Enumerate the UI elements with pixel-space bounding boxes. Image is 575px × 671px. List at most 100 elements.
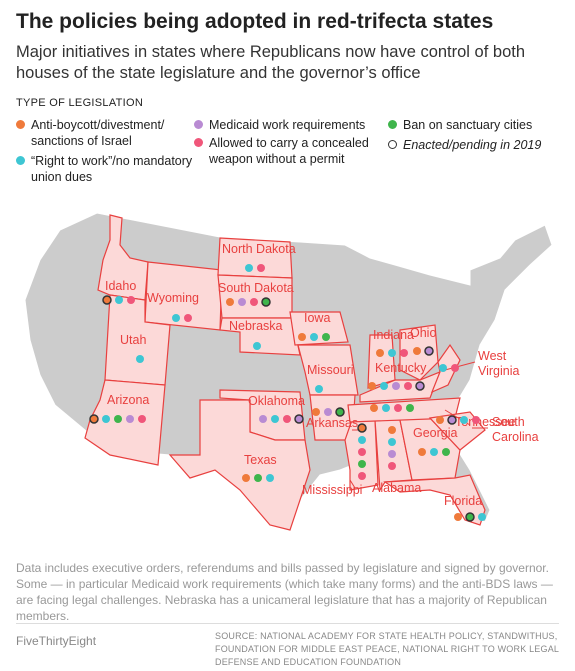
policy-dot bbox=[436, 416, 444, 424]
policy-dot bbox=[253, 342, 261, 350]
state-shape bbox=[367, 334, 396, 389]
policy-dot bbox=[415, 381, 425, 391]
policy-dot bbox=[283, 415, 291, 423]
policy-dot bbox=[172, 314, 180, 322]
legend-label: Enacted/pending in 2019 bbox=[403, 138, 542, 152]
state-label: South Carolina bbox=[492, 415, 539, 444]
legend-swatch bbox=[16, 120, 25, 129]
state-label: Ohio bbox=[410, 326, 436, 340]
policy-dot bbox=[394, 404, 402, 412]
legend-swatch bbox=[194, 138, 203, 147]
policy-dot bbox=[406, 404, 414, 412]
title: The policies being adopted in red-trifec… bbox=[16, 10, 494, 33]
policy-dot bbox=[388, 462, 396, 470]
divider bbox=[16, 623, 559, 624]
policy-dot bbox=[271, 415, 279, 423]
state-label: West Virginia bbox=[478, 349, 520, 378]
policy-dot bbox=[312, 408, 320, 416]
legend-item: Allowed to carry a concealed weapon with… bbox=[194, 135, 379, 167]
legend-label: Ban on sanctuary cities bbox=[403, 118, 533, 132]
policy-dot bbox=[388, 450, 396, 458]
state-shape bbox=[168, 399, 311, 531]
policy-dot bbox=[472, 416, 480, 424]
state-label: Indiana bbox=[373, 328, 414, 342]
policy-dot bbox=[447, 415, 457, 425]
legend-swatch bbox=[388, 140, 397, 149]
policy-dot bbox=[226, 298, 234, 306]
policy-dot bbox=[357, 423, 367, 433]
state-label: Nebraska bbox=[229, 319, 283, 333]
legend-item: Anti-boycott/divestment/ sanctions of Is… bbox=[16, 117, 201, 149]
policy-dot bbox=[294, 414, 304, 424]
state-label: Texas bbox=[244, 453, 277, 467]
policy-dot bbox=[376, 349, 384, 357]
policy-dot bbox=[102, 415, 110, 423]
state-label: Kentucky bbox=[375, 361, 427, 375]
leader-line bbox=[444, 361, 476, 371]
policy-dot bbox=[102, 295, 112, 305]
legend-swatch bbox=[388, 120, 397, 129]
policy-dot bbox=[460, 416, 468, 424]
state-label: Missouri bbox=[307, 363, 354, 377]
policy-dot bbox=[115, 296, 123, 304]
policy-dot bbox=[335, 407, 345, 417]
policy-dot bbox=[89, 414, 99, 424]
map: Idaho Wyoming Utah Arizona North Dakota South… bbox=[24, 212, 553, 531]
policy-dot bbox=[388, 349, 396, 357]
policy-dot bbox=[424, 346, 434, 356]
policy-dot bbox=[388, 438, 396, 446]
policy-dot bbox=[413, 347, 421, 355]
policy-dot bbox=[127, 296, 135, 304]
source: SOURCE: NATIONAL ACADEMY FOR STATE HEALT… bbox=[215, 631, 559, 667]
policy-dot bbox=[392, 382, 400, 390]
policy-dot bbox=[245, 264, 253, 272]
legend-label: Medicaid work requirements bbox=[209, 118, 366, 132]
policy-dot bbox=[315, 385, 323, 393]
legend-label: Anti-boycott/divestment/ sanctions of Is… bbox=[31, 118, 165, 148]
policy-dot bbox=[400, 349, 408, 357]
legend-label: “Right to work”/no mandatory union dues bbox=[31, 154, 193, 184]
policy-dot bbox=[442, 448, 450, 456]
policy-dot bbox=[136, 355, 144, 363]
state-label: Idaho bbox=[105, 279, 136, 293]
state-shape bbox=[428, 411, 486, 451]
policy-dot bbox=[368, 382, 376, 390]
brand: FiveThirtyEight bbox=[16, 634, 97, 648]
policy-dot bbox=[310, 333, 318, 341]
policy-dot bbox=[322, 333, 330, 341]
state-label: Arizona bbox=[107, 393, 149, 407]
policy-dot bbox=[126, 415, 134, 423]
states bbox=[84, 214, 486, 531]
state-label: North Dakota bbox=[222, 242, 296, 256]
subtitle: Major initiatives in states where Republ… bbox=[16, 43, 526, 82]
legend-label: Allowed to carry a concealed weapon with… bbox=[209, 136, 369, 166]
policy-dot bbox=[324, 408, 332, 416]
state-label: Oklahoma bbox=[248, 394, 305, 408]
state-label: Iowa bbox=[304, 311, 330, 325]
notes: Data includes executive orders, referend… bbox=[16, 561, 553, 623]
policy-dot bbox=[430, 448, 438, 456]
policy-dot bbox=[184, 314, 192, 322]
state-label: South Dakota bbox=[218, 281, 294, 295]
legend-item: Ban on sanctuary cities bbox=[388, 117, 573, 133]
policy-dot bbox=[250, 298, 258, 306]
legend-swatch bbox=[16, 156, 25, 165]
policy-dot bbox=[380, 382, 388, 390]
state-label: Georgia bbox=[413, 426, 458, 440]
state-label: Tennessee bbox=[455, 415, 516, 429]
policy-dot bbox=[238, 298, 246, 306]
policy-dot bbox=[254, 474, 262, 482]
leader-line bbox=[349, 479, 356, 489]
legend-item: Medicaid work requirements bbox=[194, 117, 389, 133]
state-label: Mississippi bbox=[302, 483, 362, 497]
state-shape bbox=[84, 379, 166, 466]
policy-dot bbox=[451, 364, 459, 372]
legend-item: Enacted/pending in 2019 bbox=[388, 137, 573, 153]
policy-dot bbox=[261, 297, 271, 307]
state-label: Arkansas bbox=[306, 416, 358, 430]
policy-dot bbox=[370, 404, 378, 412]
policy-dot bbox=[266, 474, 274, 482]
policy-dot bbox=[439, 364, 447, 372]
policy-dot bbox=[114, 415, 122, 423]
